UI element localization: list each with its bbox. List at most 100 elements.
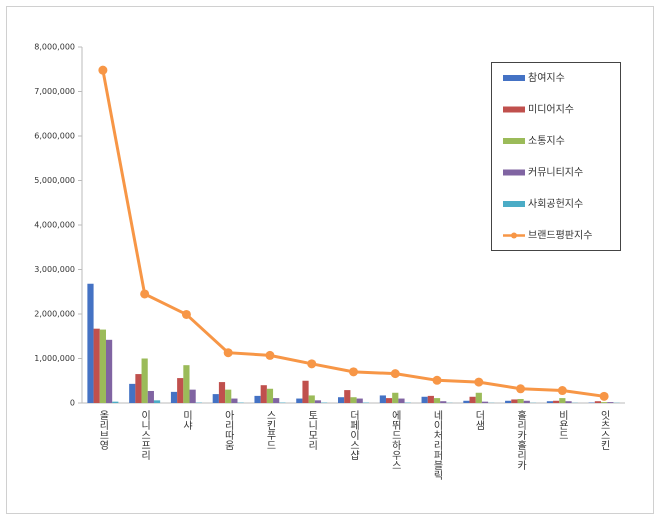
- legend-label: 커뮤니티지수: [528, 167, 583, 179]
- bar: [170, 391, 178, 403]
- legend-label: 미디어지수: [528, 104, 574, 116]
- x-tick-label: 네이처리퍼블릭: [431, 410, 443, 481]
- line-marker: [265, 350, 275, 360]
- legend-label: 소통지수: [528, 135, 565, 147]
- legend-swatch: [503, 106, 525, 113]
- bar: [481, 401, 489, 403]
- line-marker: [474, 377, 484, 387]
- y-tick-label: 4,000,000: [34, 221, 75, 230]
- legend-label: 참여지수: [528, 72, 565, 84]
- y-tick-label: 7,000,000: [34, 87, 75, 96]
- bar: [427, 395, 434, 403]
- bar: [231, 398, 238, 403]
- legend-swatch: [503, 201, 525, 207]
- legend-swatch: [511, 232, 517, 239]
- line-marker: [516, 384, 526, 394]
- bar: [421, 396, 428, 403]
- bar: [266, 388, 274, 403]
- line-marker: [307, 359, 317, 369]
- bar: [260, 385, 267, 403]
- bar: [296, 398, 303, 403]
- bar: [607, 402, 614, 403]
- bar: [302, 380, 309, 403]
- bar: [392, 392, 399, 403]
- y-tick-label: 3,000,000: [34, 265, 75, 274]
- bar: [505, 400, 512, 403]
- x-tick-label: 더페이스샵: [348, 410, 360, 460]
- line-marker: [599, 391, 609, 401]
- y-tick-label: 2,000,000: [34, 310, 75, 319]
- bar: [254, 395, 261, 403]
- legend-swatch: [503, 169, 525, 176]
- bar: [440, 401, 447, 403]
- bar: [565, 401, 572, 403]
- bar: [356, 398, 363, 403]
- line-marker: [432, 375, 442, 385]
- bar: [463, 400, 470, 403]
- bar: [273, 398, 280, 403]
- bar: [433, 398, 441, 403]
- bar: [594, 401, 602, 403]
- bar: [141, 358, 148, 403]
- x-tick-label: 비욘드: [556, 410, 568, 440]
- x-tick-label: 이니스프리: [139, 410, 151, 461]
- y-tick-label: 1,000,000: [34, 354, 75, 363]
- bar: [385, 398, 393, 403]
- bar: [112, 401, 119, 403]
- line-marker: [98, 65, 108, 75]
- bar: [350, 397, 357, 403]
- bar: [511, 399, 518, 403]
- x-tick-label: 올리브영: [97, 410, 109, 450]
- bar: [523, 400, 530, 403]
- bar: [183, 365, 190, 403]
- bar: [559, 398, 566, 403]
- x-tick-label: 아리따움: [222, 410, 234, 450]
- legend-swatch: [503, 138, 525, 144]
- bar: [379, 395, 386, 403]
- line-marker: [390, 369, 400, 379]
- bar: [546, 401, 554, 403]
- legend: [491, 62, 621, 251]
- bar: [338, 397, 345, 403]
- bar: [93, 328, 100, 403]
- bar: [153, 400, 161, 403]
- bar: [225, 389, 232, 403]
- bar: [553, 400, 560, 403]
- bar: [135, 374, 142, 403]
- bar: [212, 394, 219, 403]
- line-marker: [349, 367, 358, 377]
- bar: [99, 329, 106, 403]
- x-tick-label: 홀리카홀리카: [515, 409, 527, 471]
- x-tick-label: 미샤: [180, 410, 192, 431]
- bar: [218, 382, 226, 403]
- x-tick-label: 스킨푸드: [264, 410, 276, 450]
- bar: [129, 383, 136, 403]
- bar: [147, 390, 154, 403]
- line-marker: [140, 289, 150, 299]
- y-tick-label: 0: [70, 399, 75, 408]
- y-tick-label: 8,000,000: [34, 43, 75, 52]
- legend-label: 브랜드평판지수: [528, 230, 592, 242]
- x-tick-label: 토니모리: [306, 410, 318, 451]
- line-marker: [181, 309, 191, 319]
- legend-swatch: [503, 75, 525, 81]
- line-marker: [557, 386, 567, 396]
- bar: [177, 378, 184, 403]
- bar: [87, 283, 94, 403]
- bar: [189, 389, 196, 403]
- x-tick-label: 에뛰드하우스: [389, 410, 401, 470]
- y-tick-label: 6,000,000: [34, 132, 75, 141]
- bar: [469, 396, 476, 403]
- bar: [398, 398, 405, 403]
- y-tick-label: 5,000,000: [34, 176, 75, 185]
- legend-label: 사회공헌지수: [528, 198, 583, 210]
- bar: [601, 402, 608, 403]
- bar: [314, 400, 322, 403]
- bar: [344, 390, 351, 403]
- bar: [517, 398, 524, 403]
- bar: [475, 392, 482, 403]
- line-marker: [223, 348, 233, 358]
- x-tick-label: 더샘: [473, 410, 485, 430]
- bar: [105, 339, 113, 403]
